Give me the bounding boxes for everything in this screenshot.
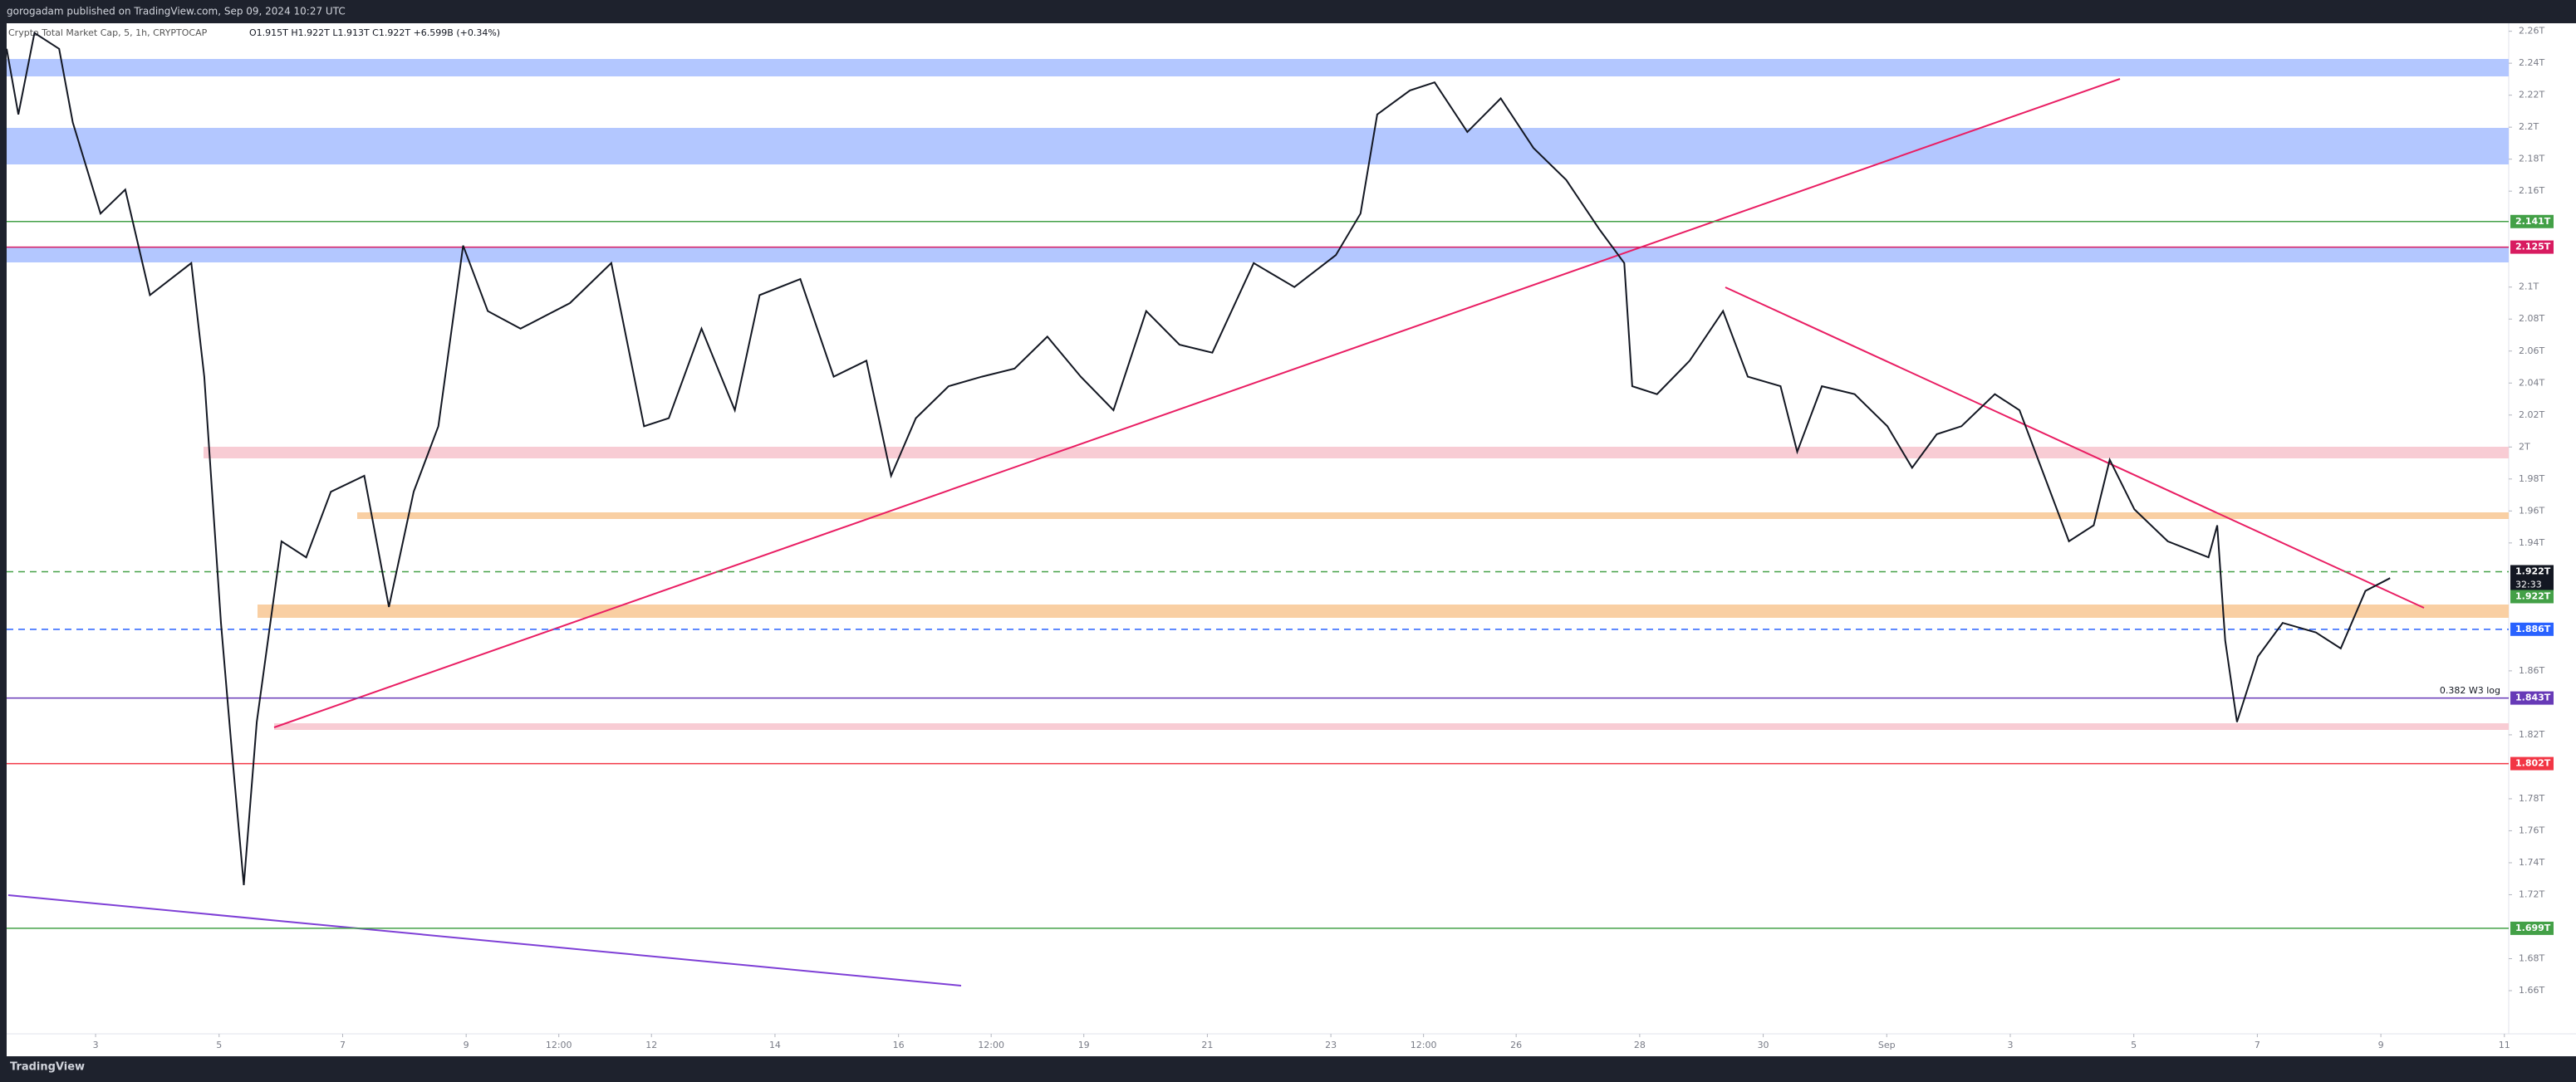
x-tick-label: 12:00: [978, 1040, 1004, 1050]
chart-area: [7, 23, 2576, 1056]
x-tick-label: 7: [340, 1040, 346, 1050]
zone: [274, 723, 2509, 730]
y-tick-label: 2.08T: [2519, 313, 2544, 324]
x-tick-label: Sep: [1878, 1040, 1896, 1050]
y-tick-label: 1.68T: [2519, 952, 2544, 963]
x-tick-label: 9: [464, 1040, 469, 1050]
price-tag-label: 2.125T: [2515, 242, 2551, 252]
x-tick-label: 5: [2131, 1040, 2137, 1050]
x-tick-label: 28: [1634, 1040, 1646, 1050]
price-tag: [2510, 756, 2554, 771]
x-tick-label: 12: [645, 1040, 657, 1050]
y-tick-label: 2.04T: [2519, 377, 2544, 388]
zone: [258, 605, 2509, 618]
price-tag: [2510, 921, 2554, 935]
price-tag-label: 1.802T: [2515, 758, 2551, 769]
annotation: 0.382 W3 log: [2440, 685, 2500, 696]
x-tick-label: 12:00: [1411, 1040, 1437, 1050]
x-tick-label: 9: [2378, 1040, 2384, 1050]
price-tag: [2510, 622, 2554, 636]
zone: [7, 128, 2509, 164]
footer-bar: [0, 1056, 2576, 1079]
price-tag-label: 1.922T: [2515, 590, 2551, 601]
price-tag-label: 1.922T: [2515, 565, 2551, 576]
x-tick-label: 3: [93, 1040, 99, 1050]
countdown: 32:33: [2515, 579, 2542, 590]
x-tick-label: 7: [2255, 1040, 2260, 1050]
y-tick-label: 2.26T: [2519, 26, 2544, 37]
zone: [7, 247, 2509, 262]
y-tick-label: 1.94T: [2519, 537, 2544, 548]
y-tick-label: 1.82T: [2519, 729, 2544, 740]
zone: [357, 512, 2509, 519]
y-tick-label: 2T: [2519, 441, 2530, 452]
price-tag: [2510, 691, 2554, 705]
price-line: [6, 31, 2391, 885]
price-tag-label: 1.699T: [2515, 923, 2551, 933]
y-tick-label: 1.78T: [2519, 793, 2544, 804]
x-tick-label: 26: [1510, 1040, 1522, 1050]
x-tick-label: 3: [2007, 1040, 2013, 1050]
x-tick-label: 23: [1325, 1040, 1337, 1050]
trendline: [7, 894, 962, 987]
x-tick-label: 5: [216, 1040, 222, 1050]
y-tick-label: 1.72T: [2519, 889, 2544, 899]
y-tick-label: 2.2T: [2519, 121, 2539, 132]
y-tick-label: 2.06T: [2519, 345, 2544, 356]
y-tick-label: 1.76T: [2519, 825, 2544, 835]
ohlc: O1.915T H1.922T L1.913T C1.922T +6.599B …: [249, 27, 500, 38]
price-tag-label: 1.843T: [2515, 693, 2551, 703]
y-tick-label: 2.22T: [2519, 90, 2544, 100]
y-tick-label: 2.18T: [2519, 154, 2544, 164]
brand: TradingView: [10, 1061, 85, 1074]
x-tick-label: 12:00: [546, 1040, 572, 1050]
header-bar: [0, 0, 2576, 23]
y-tick-label: 1.86T: [2519, 665, 2544, 676]
price-tag: [2510, 240, 2554, 254]
price-tag: [2510, 214, 2554, 228]
y-tick-label: 2.24T: [2519, 57, 2544, 68]
published: gorogadam published on TradingView.com, …: [7, 6, 346, 17]
zone: [7, 59, 2509, 76]
y-tick-label: 2.02T: [2519, 409, 2544, 420]
trendline: [1725, 286, 2425, 609]
x-tick-label: 11: [2499, 1040, 2510, 1050]
y-tick-label: 2.16T: [2519, 185, 2544, 196]
price-tag: [2510, 565, 2554, 592]
x-tick-label: 30: [1758, 1040, 1769, 1050]
y-tick-label: 1.96T: [2519, 505, 2544, 516]
y-tick-label: 2.1T: [2519, 282, 2539, 292]
x-tick-label: 19: [1078, 1040, 1090, 1050]
zone: [204, 447, 2509, 458]
legend: Crypto Total Market Cap, 5, 1h, CRYPTOCA…: [8, 27, 208, 38]
price-tag-label: 2.141T: [2515, 216, 2551, 227]
x-tick-label: 14: [769, 1040, 781, 1050]
trendline: [273, 78, 2121, 728]
y-tick-label: 1.66T: [2519, 985, 2544, 996]
x-tick-label: 16: [893, 1040, 905, 1050]
y-tick-label: 1.74T: [2519, 857, 2544, 868]
x-tick-label: 21: [1201, 1040, 1213, 1050]
price-tag-label: 1.886T: [2515, 624, 2551, 634]
price-tag: [2510, 590, 2554, 604]
y-tick-label: 1.98T: [2519, 473, 2544, 484]
